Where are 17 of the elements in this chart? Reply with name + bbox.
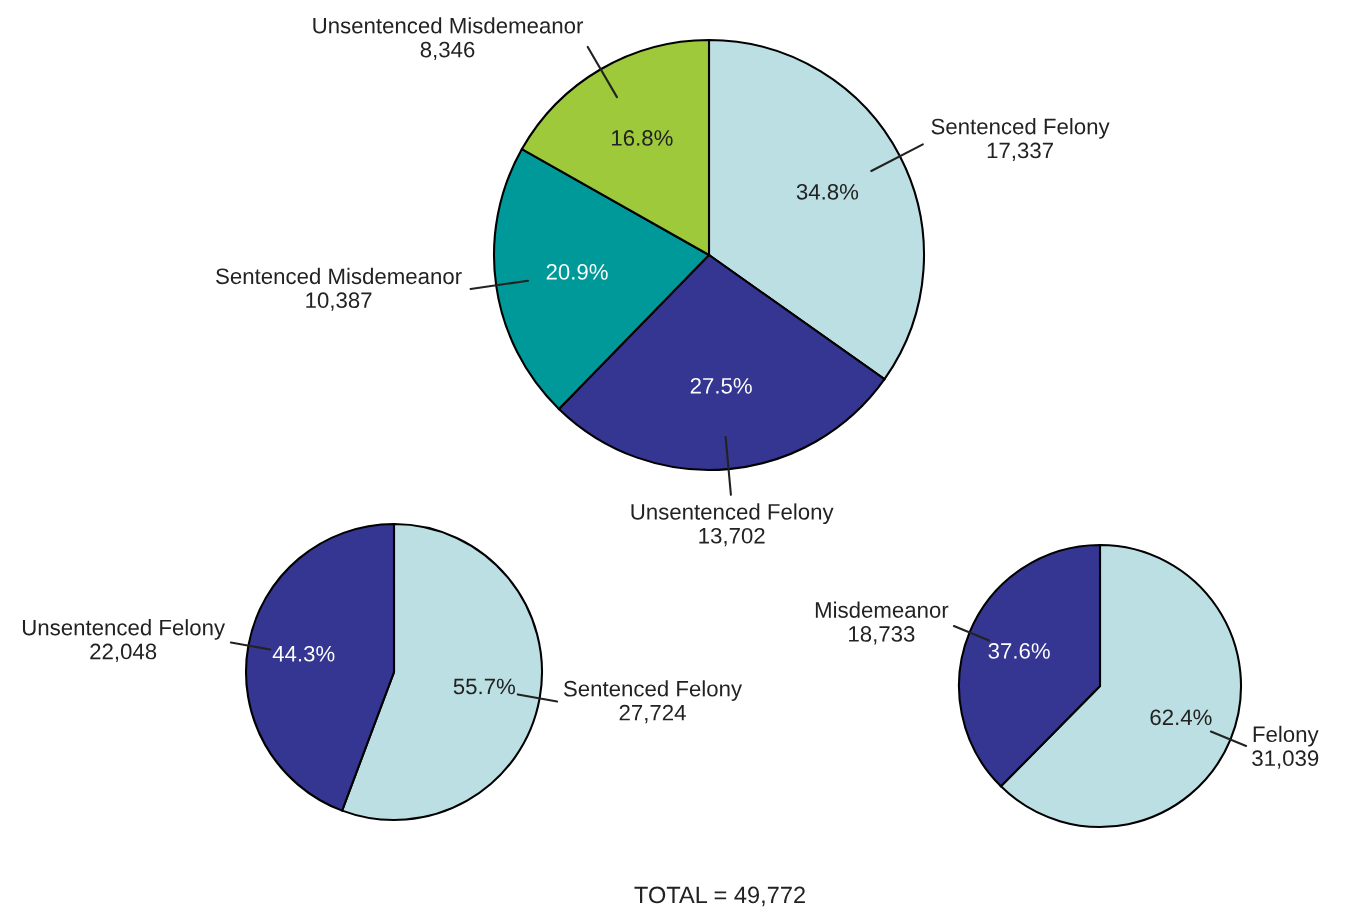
slice-label: Unsentenced Misdemeanor 8,346 (313, 17, 584, 61)
data-label: 16.8% (612, 130, 673, 146)
slice-label: Sentenced Felony 17,337 (931, 118, 1110, 161)
slice-label: Unsentenced Felony 13,702 (631, 503, 834, 547)
slice-label: Unsentenced Felony 22,048 (22, 619, 226, 662)
data-label: 34.8% (796, 183, 859, 200)
data-label: 27.5% (690, 377, 752, 394)
data-label: 37.6% (988, 643, 1050, 659)
slice-label: Felony 31,039 (1252, 725, 1319, 769)
data-label: 62.4% (1150, 709, 1212, 726)
data-label: 44.3% (272, 645, 335, 662)
text: TOTAL = 49,772 (634, 886, 805, 907)
slice-label: Sentenced Misdemeanor 10,387 (216, 267, 462, 311)
data-label: 55.7% (453, 678, 516, 695)
slice-label: Misdemeanor 18,733 (815, 601, 949, 645)
slice-label: Sentenced Felony 27,724 (563, 680, 743, 724)
data-label: 20.9% (546, 264, 608, 280)
